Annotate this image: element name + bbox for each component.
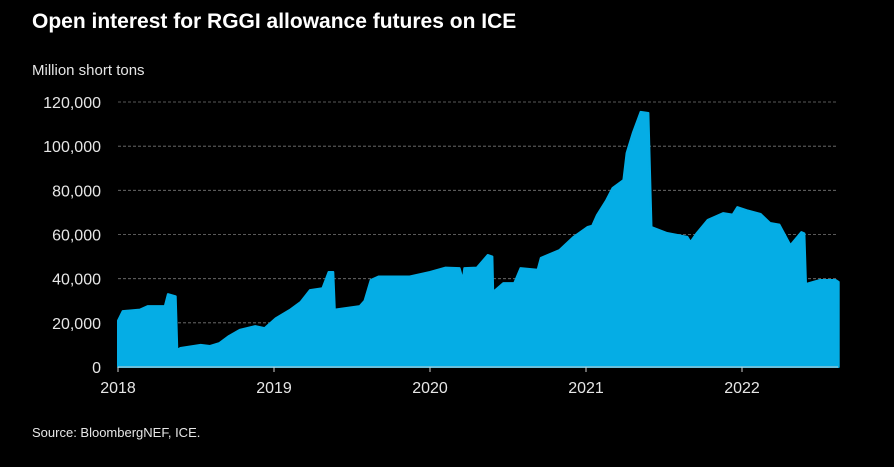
chart-title: Open interest for RGGI allowance futures… bbox=[32, 10, 517, 33]
area-series-open-interest bbox=[117, 110, 840, 368]
y-tick-label: 80,000 bbox=[52, 183, 101, 200]
x-tick-label: 2019 bbox=[256, 380, 292, 397]
y-tick-label: 100,000 bbox=[43, 139, 101, 156]
y-tick-label: 60,000 bbox=[52, 228, 101, 245]
x-tick-label: 2020 bbox=[412, 380, 448, 397]
y-tick-label: 120,000 bbox=[43, 95, 101, 112]
y-tick-label: 40,000 bbox=[52, 272, 101, 289]
x-tick-label: 2022 bbox=[724, 380, 760, 397]
y-tick-label: 20,000 bbox=[52, 316, 101, 333]
x-tick-label: 2018 bbox=[100, 380, 136, 397]
y-tick-label: 0 bbox=[92, 360, 101, 377]
y-axis-label: Million short tons bbox=[32, 62, 145, 79]
x-tick-label: 2021 bbox=[568, 380, 604, 397]
source-note: Source: BloombergNEF, ICE. bbox=[32, 425, 201, 440]
